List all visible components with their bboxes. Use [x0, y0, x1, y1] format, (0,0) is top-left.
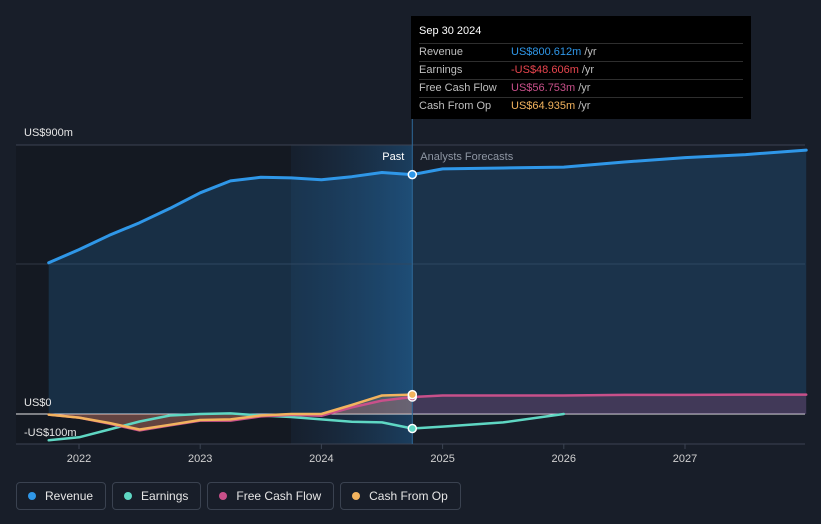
past-label: Past [382, 151, 404, 163]
legend-item-free-cash-flow[interactable]: Free Cash Flow [207, 482, 335, 510]
x-tick-label: 2025 [430, 453, 454, 465]
tooltip-row-free-cash-flow: Free Cash Flow US$56.753m/yr [419, 79, 743, 97]
tooltip-label: Cash From Op [419, 100, 492, 112]
legend-label: Revenue [45, 489, 94, 503]
free-cash-flow-area [48, 394, 807, 431]
x-tick-label: 2027 [673, 453, 697, 465]
y-label-neg100: -US$100m [24, 427, 77, 439]
chart: Past Analysts Forecasts US$900m US$0 -US$1… [16, 16, 808, 465]
legend: Revenue Earnings Free Cash Flow Cash From O… [16, 482, 461, 510]
x-tick-label: 2023 [188, 453, 212, 465]
legend-label: Earnings [141, 489, 189, 503]
legend-dot-icon [219, 492, 228, 500]
x-tick-label: 2024 [309, 453, 333, 465]
y-label-900: US$900m [24, 127, 73, 139]
tooltip-row-cash-from-op: Cash From Op US$64.935m/yr [419, 97, 743, 115]
legend-dot-icon [28, 492, 36, 500]
tooltip-unit: /yr [578, 100, 591, 112]
cash-from-op-line [47, 393, 414, 431]
legend-dot-icon [352, 492, 361, 500]
forecast-label: Analysts Forecasts [420, 151, 513, 163]
y-label-0: US$0 [24, 397, 52, 409]
legend-item-earnings[interactable]: Earnings [112, 482, 202, 510]
tooltip-date: Sep 30 2024 [419, 25, 482, 37]
tooltip-row-earnings: Earnings -US$48.606m/yr [419, 61, 743, 79]
tooltip-row-revenue: Revenue US$800.612m/yr [419, 43, 743, 61]
tooltip-value: US$800.612m [511, 46, 582, 58]
revenue-line [47, 148, 808, 265]
tooltip-label: Revenue [419, 46, 464, 58]
legend-label: Free Cash Flow [236, 489, 322, 503]
tooltip-label: Earnings [419, 64, 463, 76]
revenue-area [48, 150, 807, 414]
cash-from-op-marker [407, 389, 418, 400]
tooltip-value: US$64.935m [511, 100, 576, 112]
earnings-marker [407, 423, 418, 434]
legend-item-cash-from-op[interactable]: Cash From Op [340, 482, 461, 510]
x-tick-label: 2022 [67, 453, 91, 465]
tooltip: Sep 30 2024 Revenue US$800.612m/yr Earning… [411, 16, 751, 119]
legend-dot-icon [124, 492, 133, 500]
tooltip-value: -US$48.606m [511, 64, 579, 76]
legend-item-revenue[interactable]: Revenue [16, 482, 107, 510]
tooltip-unit: /yr [578, 82, 591, 94]
x-tick-label: 2026 [552, 453, 576, 465]
legend-label: Cash From Op [369, 489, 448, 503]
tooltip-value: US$56.753m [511, 82, 576, 94]
tooltip-unit: /yr [581, 64, 595, 76]
tooltip-label: Free Cash Flow [419, 82, 497, 94]
tooltip-unit: /yr [584, 46, 597, 58]
revenue-marker [407, 169, 418, 180]
